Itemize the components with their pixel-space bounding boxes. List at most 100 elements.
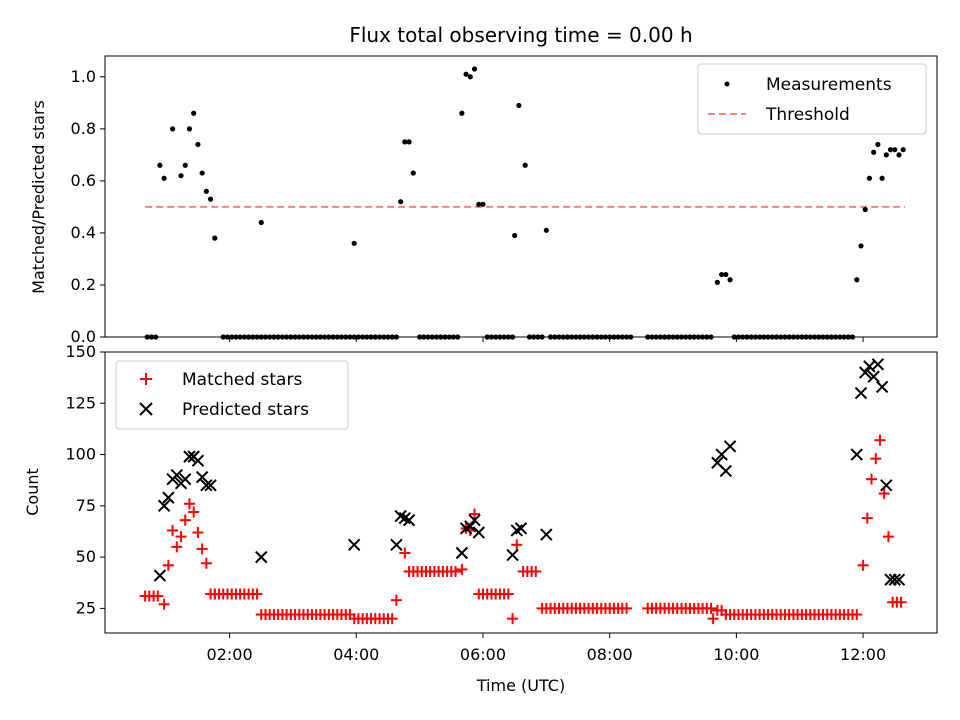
measurement-point bbox=[657, 334, 663, 340]
predicted-star-point bbox=[255, 550, 268, 564]
measurement-point bbox=[708, 334, 714, 340]
predicted-star-point bbox=[179, 472, 192, 486]
measurement-point bbox=[569, 334, 575, 340]
matched-star-point bbox=[507, 613, 519, 625]
matched-star-point bbox=[530, 565, 542, 577]
bottom-legend: Matched stars Predicted stars bbox=[115, 360, 349, 430]
matched-star-point bbox=[399, 547, 411, 559]
top-y-tick-label: 1.0 bbox=[71, 67, 96, 86]
predicted-star-point bbox=[880, 479, 893, 492]
measurement-point bbox=[254, 334, 260, 340]
measurement-point bbox=[765, 334, 771, 340]
bottom-y-axis-label: Count bbox=[23, 468, 42, 516]
measurement-point bbox=[467, 74, 473, 80]
measurement-point bbox=[782, 334, 788, 340]
measurement-point bbox=[522, 162, 528, 168]
measurement-point bbox=[433, 334, 440, 340]
measurement-point bbox=[744, 334, 750, 340]
predicted-star-point bbox=[506, 548, 519, 562]
measurement-point bbox=[516, 102, 522, 109]
measurement-point bbox=[602, 334, 609, 340]
matched-star-point bbox=[621, 602, 633, 614]
predicted-star-point bbox=[854, 386, 868, 400]
measurement-point bbox=[322, 334, 328, 340]
measurement-point bbox=[501, 334, 507, 340]
matched-star-point bbox=[192, 526, 204, 538]
measurement-point bbox=[186, 126, 193, 132]
measurement-point bbox=[687, 334, 693, 340]
top-legend-box bbox=[697, 63, 927, 135]
measurement-point bbox=[653, 334, 659, 340]
matched-star-point bbox=[707, 613, 719, 625]
bottom-y-tick-label: 100 bbox=[65, 445, 96, 464]
predicted-star-point bbox=[402, 513, 416, 527]
legend-matched-label: Matched stars bbox=[182, 370, 302, 390]
measurement-point bbox=[535, 334, 541, 340]
matched-star-point bbox=[870, 453, 882, 465]
legend-measurements-label: Measurements bbox=[766, 75, 892, 95]
measurement-point bbox=[752, 334, 758, 340]
bottom-y-tick-label: 125 bbox=[65, 393, 96, 412]
bottom-panel: 25 50 75 100 125 150 02:00 04:00 06:00 08:00 10:00… bbox=[65, 342, 938, 664]
measurement-point bbox=[862, 206, 868, 213]
measurement-point bbox=[338, 334, 345, 340]
measurement-point bbox=[892, 147, 898, 153]
measurement-point bbox=[590, 334, 596, 340]
measurement-point bbox=[144, 334, 150, 340]
measurement-point bbox=[799, 334, 805, 340]
measurement-point bbox=[169, 126, 176, 132]
legend-predicted-label: Predicted stars bbox=[182, 400, 309, 420]
measurement-point bbox=[628, 334, 634, 340]
measurement-point bbox=[615, 334, 621, 340]
matched-star-point bbox=[851, 609, 863, 621]
measurement-point bbox=[355, 334, 362, 340]
predicted-star-point bbox=[347, 538, 361, 552]
measurement-point bbox=[786, 334, 792, 340]
measurement-point bbox=[748, 334, 754, 340]
measurement-point bbox=[547, 334, 554, 340]
measurement-point bbox=[347, 334, 353, 340]
predicted-star-point bbox=[455, 546, 469, 560]
measurement-point bbox=[480, 201, 486, 207]
predicted-star-point bbox=[514, 522, 528, 535]
measurement-point bbox=[360, 334, 366, 340]
measurement-point bbox=[735, 334, 742, 340]
matched-star-point bbox=[895, 596, 907, 608]
measurement-point bbox=[488, 334, 495, 340]
measurement-point bbox=[258, 334, 264, 340]
measurement-point bbox=[406, 139, 412, 145]
measurement-point bbox=[573, 334, 579, 340]
measurement-point bbox=[241, 334, 247, 340]
bottom-x-tick-label: 04:00 bbox=[333, 645, 379, 664]
predicted-star-point bbox=[191, 454, 205, 467]
measurement-point bbox=[446, 334, 452, 340]
measurement-point bbox=[381, 334, 387, 340]
matched-star-point bbox=[705, 602, 717, 614]
measurement-point bbox=[351, 334, 357, 340]
measurement-point bbox=[207, 196, 214, 202]
measurement-point bbox=[714, 279, 720, 285]
top-y-tick-label: 0.2 bbox=[71, 275, 96, 294]
bottom-y-tick-label: 25 bbox=[76, 598, 96, 617]
matched-star-point bbox=[152, 590, 164, 602]
predicted-star-point bbox=[157, 499, 171, 513]
measurement-point bbox=[351, 240, 357, 246]
measurement-point bbox=[271, 334, 277, 340]
measurement-point bbox=[368, 334, 374, 340]
matched-star-point bbox=[196, 543, 208, 555]
measurement-point bbox=[421, 334, 427, 340]
measurement-point bbox=[250, 334, 256, 340]
measurement-point bbox=[476, 201, 482, 207]
measurement-point bbox=[334, 334, 340, 340]
measurement-point bbox=[577, 334, 583, 340]
matched-star-point bbox=[167, 524, 179, 536]
bottom-x-tick-label: 08:00 bbox=[587, 645, 633, 664]
measurement-point bbox=[790, 334, 797, 340]
measurement-point bbox=[233, 334, 239, 340]
predicted-star-point bbox=[888, 573, 901, 586]
matched-star-point bbox=[175, 531, 187, 543]
predicted-star-point bbox=[183, 450, 196, 463]
legend-matched-marker bbox=[140, 373, 152, 385]
measurement-point bbox=[611, 334, 617, 340]
predicted-star-point bbox=[390, 538, 403, 552]
